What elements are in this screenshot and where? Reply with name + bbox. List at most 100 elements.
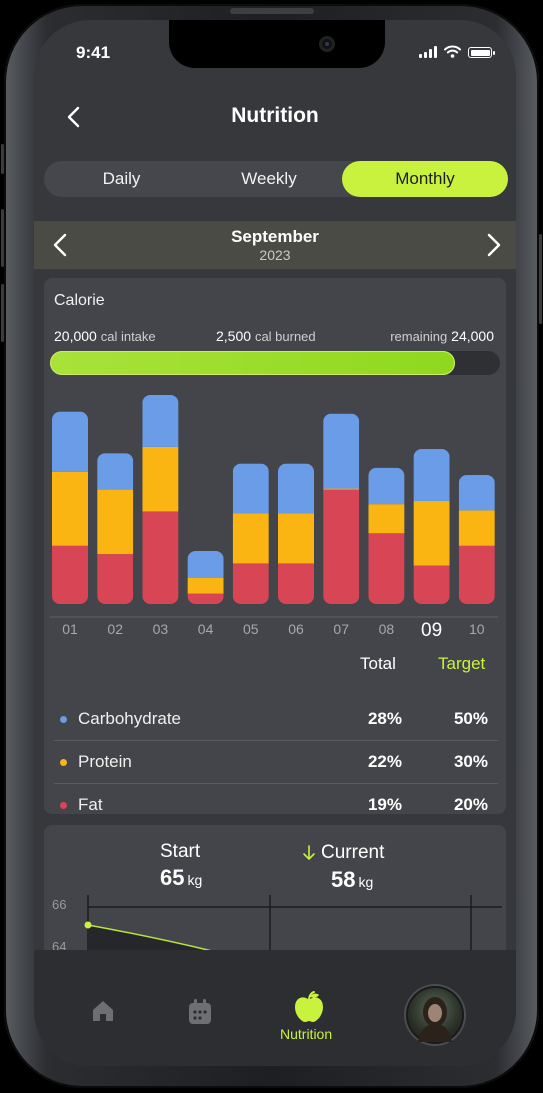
y-tick-66: 66 bbox=[52, 897, 66, 912]
bar-segment-carbohydrate-06 bbox=[278, 463, 314, 514]
bar-segment-carbohydrate-08 bbox=[368, 467, 405, 505]
bar-segment-fat-02 bbox=[97, 554, 134, 604]
signal-icon bbox=[419, 45, 437, 58]
target-column-header: Target bbox=[438, 654, 486, 673]
burned-label: cal burned bbox=[254, 329, 316, 344]
prev-month-chevron-icon[interactable] bbox=[50, 233, 72, 257]
bar-segment-fat-06 bbox=[278, 563, 314, 604]
macro-total: 22% bbox=[367, 752, 402, 771]
bar-group-03[interactable] bbox=[142, 394, 179, 604]
battery-icon bbox=[468, 47, 495, 58]
x-tick-label[interactable]: 07 bbox=[333, 621, 349, 637]
bar-segment-carbohydrate-09 bbox=[413, 449, 450, 502]
bar-group-07[interactable] bbox=[323, 413, 360, 604]
protein-dot bbox=[60, 759, 67, 766]
x-tick-label[interactable]: 06 bbox=[288, 621, 304, 637]
period-segmented-control: Daily Weekly Monthly bbox=[44, 161, 508, 197]
bar-segment-protein-06 bbox=[278, 513, 314, 564]
calorie-progress-fill bbox=[50, 351, 455, 375]
calorie-progress-bar bbox=[50, 351, 500, 375]
carbohydrate-dot bbox=[60, 716, 67, 723]
profile-photo bbox=[418, 997, 452, 1042]
phone-frame: 9:41 Nutrition Daily Weekly Monthly bbox=[1, 4, 542, 1088]
bottom-tab-bar: Nutrition bbox=[34, 950, 516, 1066]
macro-row-fat: Fat 19% 20% bbox=[54, 784, 498, 826]
bar-segment-protein-05 bbox=[232, 513, 269, 564]
bar-segment-fat-05 bbox=[232, 563, 269, 604]
screen: 9:41 Nutrition Daily Weekly Monthly bbox=[34, 20, 516, 1066]
bar-group-09[interactable] bbox=[413, 449, 450, 604]
bar-segment-protein-07 bbox=[323, 488, 360, 490]
macro-target: 50% bbox=[453, 709, 488, 728]
x-tick-label[interactable]: 03 bbox=[153, 621, 169, 637]
bar-group-08[interactable] bbox=[368, 467, 405, 604]
x-tick-label[interactable]: 02 bbox=[107, 621, 123, 637]
bar-segment-carbohydrate-07 bbox=[323, 413, 360, 489]
x-tick-label[interactable]: 04 bbox=[198, 621, 214, 637]
next-month-chevron-icon[interactable] bbox=[482, 233, 504, 257]
bar-segment-protein-02 bbox=[97, 489, 134, 555]
total-column-header: Total bbox=[360, 654, 396, 673]
current-weight: 58 kg bbox=[331, 867, 373, 893]
month-label: September bbox=[231, 227, 319, 246]
macro-total: 28% bbox=[367, 709, 402, 728]
header: Nutrition bbox=[34, 100, 516, 136]
macro-target: 20% bbox=[453, 795, 488, 814]
apple-icon[interactable] bbox=[292, 990, 326, 1024]
bar-segment-fat-01 bbox=[52, 545, 88, 604]
power-button bbox=[539, 234, 542, 324]
bar-segment-protein-09 bbox=[413, 501, 450, 566]
x-tick-label[interactable]: 05 bbox=[243, 621, 259, 637]
calendar-icon[interactable] bbox=[187, 998, 213, 1026]
intake-label: cal intake bbox=[100, 329, 156, 344]
bar-segment-fat-04 bbox=[187, 593, 224, 604]
bar-group-01[interactable] bbox=[52, 411, 88, 604]
mute-switch bbox=[1, 144, 4, 174]
bar-segment-carbohydrate-05 bbox=[232, 463, 269, 514]
bar-group-04[interactable] bbox=[187, 550, 224, 604]
bar-group-05[interactable] bbox=[232, 463, 269, 604]
volume-up-button bbox=[1, 209, 4, 267]
bar-segment-carbohydrate-04 bbox=[187, 550, 224, 578]
calorie-burned: 2,500 cal burned bbox=[216, 328, 316, 344]
start-value: 65 bbox=[160, 865, 185, 890]
intake-value: 20,000 bbox=[54, 328, 97, 344]
home-icon[interactable] bbox=[90, 998, 116, 1024]
macro-target: 30% bbox=[453, 752, 488, 771]
tab-nutrition-label[interactable]: Nutrition bbox=[280, 1026, 333, 1042]
x-tick-label[interactable]: 08 bbox=[379, 621, 395, 637]
fat-dot bbox=[60, 802, 67, 809]
bar-segment-fat-10 bbox=[458, 545, 495, 604]
bar-segment-protein-04 bbox=[187, 578, 224, 594]
bar-group-10[interactable] bbox=[458, 475, 495, 604]
x-tick-label[interactable]: 01 bbox=[62, 621, 78, 637]
bar-segment-fat-07 bbox=[323, 489, 360, 604]
start-label: Start bbox=[160, 841, 201, 862]
back-arrow-icon[interactable] bbox=[64, 106, 86, 128]
arrow-down-icon bbox=[303, 845, 315, 860]
bar-segment-protein-03 bbox=[142, 446, 179, 512]
macro-row-protein: Protein 22% 30% bbox=[54, 741, 498, 784]
current-value: 58 bbox=[331, 867, 356, 892]
x-tick-label[interactable]: 09 bbox=[421, 620, 442, 641]
tab-daily[interactable]: Daily bbox=[102, 169, 141, 188]
macro-total: 19% bbox=[367, 795, 402, 814]
bar-segment-carbohydrate-02 bbox=[97, 453, 134, 490]
x-tick-label[interactable]: 10 bbox=[469, 621, 485, 637]
avatar[interactable] bbox=[406, 986, 464, 1044]
bar-segment-carbohydrate-03 bbox=[142, 394, 179, 447]
bar-group-06[interactable] bbox=[278, 463, 314, 604]
bar-segment-protein-08 bbox=[368, 504, 405, 534]
status-icons bbox=[419, 45, 495, 58]
tab-weekly[interactable]: Weekly bbox=[241, 169, 297, 188]
burned-value: 2,500 bbox=[216, 328, 252, 344]
bar-group-02[interactable] bbox=[97, 453, 134, 604]
nutrition-stacked-bar-chart: 01 02 03 04 05 06 07 08 09 10 bbox=[50, 394, 498, 641]
macro-name: Fat bbox=[78, 795, 103, 814]
remaining-label: remaining bbox=[390, 329, 448, 344]
tab-monthly[interactable]: Monthly bbox=[342, 161, 508, 197]
weight-line-chart: 66 64 bbox=[52, 895, 502, 959]
macro-name: Protein bbox=[78, 752, 132, 771]
wifi-icon bbox=[444, 45, 461, 58]
notch bbox=[169, 20, 385, 68]
